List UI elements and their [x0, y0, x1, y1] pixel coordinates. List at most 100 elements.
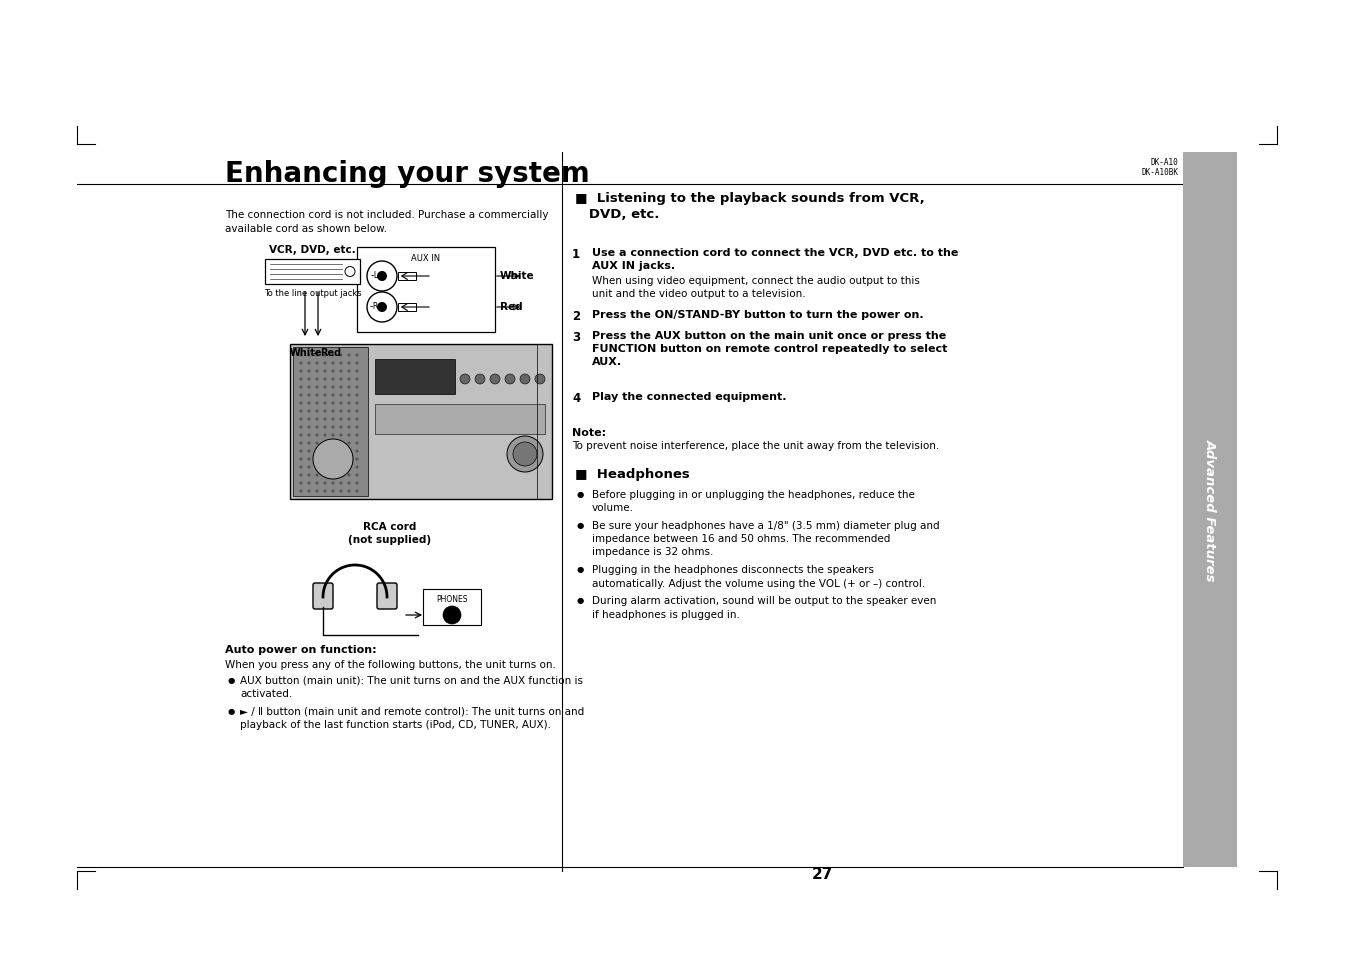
FancyBboxPatch shape — [293, 348, 367, 497]
Circle shape — [355, 474, 358, 477]
Circle shape — [316, 442, 319, 445]
Text: Use a connection cord to connect the VCR, DVD etc. to the
AUX IN jacks.: Use a connection cord to connect the VCR… — [592, 248, 958, 271]
Circle shape — [347, 386, 350, 389]
FancyBboxPatch shape — [376, 405, 544, 435]
Circle shape — [347, 442, 350, 445]
Circle shape — [339, 466, 343, 469]
Circle shape — [331, 386, 335, 389]
Circle shape — [507, 436, 543, 473]
Circle shape — [347, 434, 350, 437]
Circle shape — [331, 362, 335, 365]
Text: AUX IN: AUX IN — [412, 253, 440, 263]
Circle shape — [339, 386, 343, 389]
Circle shape — [316, 362, 319, 365]
Circle shape — [347, 378, 350, 381]
Circle shape — [443, 606, 461, 624]
FancyBboxPatch shape — [423, 589, 481, 625]
Circle shape — [323, 362, 327, 365]
Circle shape — [300, 355, 303, 357]
Circle shape — [323, 418, 327, 421]
Circle shape — [316, 466, 319, 469]
Circle shape — [308, 355, 311, 357]
Text: ► / Ⅱ button (main unit and remote control): The unit turns on and
playback of t: ► / Ⅱ button (main unit and remote contr… — [240, 706, 584, 729]
FancyBboxPatch shape — [376, 359, 455, 395]
Circle shape — [300, 474, 303, 477]
Circle shape — [316, 434, 319, 437]
Circle shape — [323, 442, 327, 445]
Circle shape — [355, 450, 358, 453]
Text: Press the AUX button on the main unit once or press the
FUNCTION button on remot: Press the AUX button on the main unit on… — [592, 331, 947, 367]
Circle shape — [323, 458, 327, 461]
Circle shape — [308, 450, 311, 453]
Circle shape — [300, 362, 303, 365]
Circle shape — [355, 355, 358, 357]
Text: Enhancing your system: Enhancing your system — [226, 160, 590, 188]
Circle shape — [355, 410, 358, 413]
Circle shape — [331, 355, 335, 357]
Circle shape — [300, 466, 303, 469]
Circle shape — [323, 490, 327, 493]
Circle shape — [331, 395, 335, 397]
Circle shape — [300, 458, 303, 461]
Circle shape — [339, 442, 343, 445]
Circle shape — [316, 378, 319, 381]
Circle shape — [355, 370, 358, 374]
Circle shape — [316, 402, 319, 405]
Text: ●: ● — [577, 596, 584, 605]
Text: ■  Listening to the playback sounds from VCR,
   DVD, etc.: ■ Listening to the playback sounds from … — [576, 192, 924, 221]
FancyBboxPatch shape — [313, 583, 332, 609]
Circle shape — [347, 426, 350, 429]
Circle shape — [345, 267, 355, 277]
Circle shape — [347, 482, 350, 485]
Text: ●: ● — [228, 676, 235, 684]
Circle shape — [308, 410, 311, 413]
Circle shape — [347, 418, 350, 421]
Circle shape — [316, 450, 319, 453]
Circle shape — [323, 426, 327, 429]
Circle shape — [339, 410, 343, 413]
Circle shape — [331, 490, 335, 493]
Circle shape — [300, 418, 303, 421]
Circle shape — [339, 362, 343, 365]
Text: Before plugging in or unplugging the headphones, reduce the
volume.: Before plugging in or unplugging the hea… — [592, 490, 915, 513]
Circle shape — [300, 482, 303, 485]
Circle shape — [316, 418, 319, 421]
Circle shape — [300, 378, 303, 381]
Circle shape — [339, 490, 343, 493]
Circle shape — [355, 418, 358, 421]
Circle shape — [323, 378, 327, 381]
Circle shape — [331, 410, 335, 413]
Circle shape — [331, 426, 335, 429]
Text: –R: –R — [370, 302, 380, 312]
Circle shape — [355, 458, 358, 461]
Circle shape — [535, 375, 544, 385]
Circle shape — [331, 370, 335, 374]
Circle shape — [339, 434, 343, 437]
Text: Be sure your headphones have a 1/8" (3.5 mm) diameter plug and
impedance between: Be sure your headphones have a 1/8" (3.5… — [592, 520, 940, 557]
Circle shape — [347, 458, 350, 461]
Circle shape — [355, 490, 358, 493]
Circle shape — [355, 378, 358, 381]
Circle shape — [377, 303, 386, 313]
Circle shape — [323, 482, 327, 485]
Circle shape — [355, 442, 358, 445]
Circle shape — [331, 402, 335, 405]
Circle shape — [323, 410, 327, 413]
Circle shape — [300, 402, 303, 405]
Circle shape — [300, 386, 303, 389]
Circle shape — [459, 375, 470, 385]
Circle shape — [300, 410, 303, 413]
Circle shape — [323, 450, 327, 453]
Circle shape — [308, 474, 311, 477]
Circle shape — [323, 402, 327, 405]
Circle shape — [339, 474, 343, 477]
Text: ●: ● — [577, 520, 584, 530]
Text: 3: 3 — [571, 331, 580, 344]
Circle shape — [316, 386, 319, 389]
Circle shape — [347, 370, 350, 374]
Circle shape — [308, 482, 311, 485]
Text: DK-A10BK: DK-A10BK — [1142, 168, 1178, 177]
Circle shape — [339, 370, 343, 374]
Circle shape — [313, 439, 353, 479]
Circle shape — [355, 362, 358, 365]
